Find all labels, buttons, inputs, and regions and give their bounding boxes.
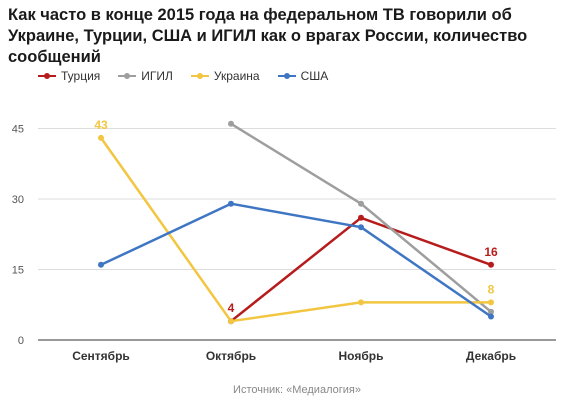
legend-swatch	[118, 70, 137, 82]
legend-item: Турция	[38, 69, 100, 83]
y-tick-label: 45	[12, 124, 24, 136]
legend: Турция ИГИЛ Украина США	[38, 68, 346, 84]
axis-layer: 0 15 30 45 Сентябрь Октябрь Ноябрь Декабрь	[12, 124, 516, 364]
data-point	[358, 299, 364, 306]
legend-label: Турция	[61, 69, 101, 83]
legend-label: Украина	[213, 69, 260, 83]
y-tick-label: 15	[12, 265, 24, 277]
legend-swatch-dot	[124, 73, 131, 79]
data-label-layer: 4 16 43 8	[94, 118, 498, 315]
data-point	[228, 120, 234, 127]
series-layer	[98, 120, 494, 325]
data-point	[488, 308, 494, 315]
legend-item: США	[277, 69, 329, 83]
grid-layer	[38, 128, 556, 341]
x-tick-label: Декабрь	[466, 349, 516, 363]
legend-swatch	[277, 70, 296, 82]
data-point	[98, 134, 104, 141]
legend-item: ИГИЛ	[118, 69, 173, 83]
data-point	[358, 214, 364, 221]
data-point	[488, 313, 494, 320]
data-point	[228, 200, 234, 207]
chart-title: Как часто в конце 2015 года на федеральн…	[8, 6, 528, 66]
legend-swatch	[38, 70, 56, 82]
series-line	[99, 202, 493, 318]
series-line	[99, 136, 493, 323]
data-point	[358, 224, 364, 231]
legend-swatch	[190, 70, 209, 82]
y-tick-label: 30	[12, 194, 24, 206]
data-point	[488, 261, 494, 268]
legend-swatch-dot	[283, 73, 290, 79]
data-point	[488, 299, 494, 306]
data-point	[358, 200, 364, 207]
legend-label: США	[300, 69, 329, 83]
x-tick-label: Ноябрь	[339, 349, 384, 363]
legend-swatch-dot	[44, 73, 50, 79]
legend-label: ИГИЛ	[141, 69, 173, 83]
legend-item: Украина	[190, 69, 260, 83]
data-label: 4	[228, 301, 235, 315]
data-label: 8	[488, 282, 495, 296]
data-label: 16	[484, 245, 498, 259]
legend-swatch-dot	[196, 73, 203, 79]
data-point	[228, 318, 234, 325]
data-label: 43	[94, 118, 108, 132]
y-tick-label: 0	[18, 335, 24, 347]
x-tick-label: Октябрь	[206, 349, 256, 363]
x-tick-label: Сентябрь	[72, 349, 130, 363]
data-point	[98, 261, 104, 268]
source-note: Источник: «Медиалогия»	[233, 384, 361, 396]
